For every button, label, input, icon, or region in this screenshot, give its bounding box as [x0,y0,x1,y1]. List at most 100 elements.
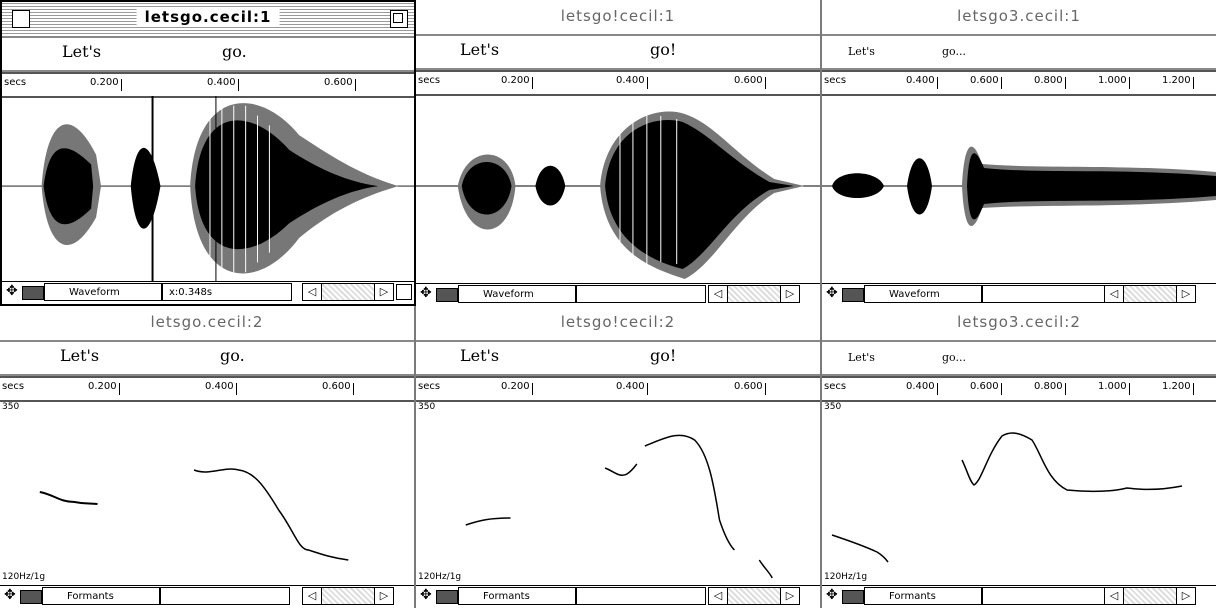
scroll-right-icon[interactable]: ▷ [374,588,393,604]
scroll-right-icon[interactable]: ▷ [1176,286,1195,302]
time-ruler: secs 0.400 0.600 0.800 1.000 1.200 [822,70,1216,96]
time-ruler: secs 0.200 0.400 0.600 [0,376,414,402]
pitch-plot[interactable] [416,400,820,586]
cursor-readout [982,587,1112,605]
ruler-tick: 0.600 [322,381,354,395]
scroll-left-icon[interactable]: ◁ [709,286,728,302]
ruler-unit: secs [2,381,25,392]
hand-tool-icon[interactable]: ✥ [6,283,18,299]
status-bar: ✥ Formants ◁ ▷ [416,585,820,608]
window-letsgo3-1[interactable]: letsgo3.cecil:1 Let's go... secs 0.400 0… [822,0,1216,306]
scroll-left-icon[interactable]: ◁ [1105,286,1124,302]
title-bar[interactable]: letsgo!cecil:1 [416,0,820,36]
y-axis-bottom-label: 120Hz/1g [2,572,46,582]
view-name-field[interactable]: Formants [458,587,576,605]
resize-box-icon[interactable] [396,284,412,300]
scroll-right-icon[interactable]: ▷ [780,286,799,302]
window-letsgo-2[interactable]: letsgo.cecil:2 Let's go. secs 0.200 0.40… [0,306,416,608]
waveform-graphic [2,96,414,282]
window-title: letsgo3.cecil:2 [957,313,1081,331]
time-ruler: secs 0.200 0.400 0.600 [2,72,414,98]
window-letsgo-excl-2[interactable]: letsgo!cecil:2 Let's go! secs 0.200 0.40… [416,306,822,608]
waveform-plot[interactable] [2,96,414,282]
word-label: Let's [848,351,875,364]
pitch-curve-graphic [831,432,1183,563]
hand-tool-icon[interactable]: ✥ [420,285,432,301]
horizontal-scrollbar[interactable]: ◁ ▷ [708,587,800,605]
ruler-tick: 0.600 [734,75,766,89]
view-tool-icon[interactable] [20,590,42,604]
waveform-plot[interactable] [416,94,820,284]
scroll-left-icon[interactable]: ◁ [1105,588,1124,604]
cursor-readout [982,285,1112,303]
hand-tool-icon[interactable]: ✥ [826,285,838,301]
title-bar[interactable]: letsgo.cecil:2 [0,306,414,342]
word-label: Let's [848,45,875,58]
waveform-graphic [822,146,1216,227]
horizontal-scrollbar[interactable]: ◁ ▷ [302,587,394,605]
scroll-right-icon[interactable]: ▷ [374,284,393,300]
horizontal-scrollbar[interactable]: ◁ ▷ [708,285,800,303]
view-name-field[interactable]: Waveform [458,285,576,303]
word-label: go... [942,351,966,364]
horizontal-scrollbar[interactable]: ◁ ▷ [1104,587,1196,605]
pitch-plot[interactable] [822,400,1216,586]
view-tool-icon[interactable] [842,590,864,604]
zoom-box-icon[interactable] [390,10,408,28]
time-ruler: secs 0.200 0.400 0.600 [416,376,820,402]
ruler-unit: secs [824,75,847,86]
ruler-tick: 0.600 [734,381,766,395]
title-bar[interactable]: letsgo.cecil:1 [2,2,414,38]
label-tier: Let's go... [822,340,1216,376]
title-bar[interactable]: letsgo3.cecil:1 [822,0,1216,36]
y-axis-top-label: 350 [418,402,436,412]
hand-tool-icon[interactable]: ✥ [826,587,838,603]
view-name-field[interactable]: Formants [864,587,982,605]
status-bar: ✥ Waveform x:0.348s ◁ ▷ [2,281,414,304]
title-bar[interactable]: letsgo!cecil:2 [416,306,820,342]
view-name-field[interactable]: Waveform [44,283,162,301]
label-tier: Let's go. [0,340,414,376]
window-title: letsgo.cecil:2 [150,313,264,331]
scroll-left-icon[interactable]: ◁ [303,588,322,604]
cursor-readout: x:0.348s [162,283,292,301]
window-letsgo3-2[interactable]: letsgo3.cecil:2 Let's go... secs 0.400 0… [822,306,1216,608]
cursor-readout [160,587,290,605]
horizontal-scrollbar[interactable]: ◁ ▷ [302,283,394,301]
window-letsgo-excl-1[interactable]: letsgo!cecil:1 Let's go! secs 0.200 0.40… [416,0,822,306]
scroll-right-icon[interactable]: ▷ [1176,588,1195,604]
pitch-curve-graphic [39,468,349,561]
scroll-left-icon[interactable]: ◁ [303,284,322,300]
ruler-unit: secs [824,381,847,392]
pitch-plot[interactable] [0,400,414,586]
window-letsgo-1[interactable]: letsgo.cecil:1 Let's go. secs 0.200 0.40… [0,0,416,306]
ruler-tick: 1.200 [1162,381,1194,395]
window-title: letsgo!cecil:2 [560,313,676,331]
cursor-readout [576,587,706,605]
horizontal-scrollbar[interactable]: ◁ ▷ [1104,285,1196,303]
time-ruler: secs 0.200 0.400 0.600 [416,70,820,96]
view-tool-icon[interactable] [22,286,44,300]
ruler-tick: 0.400 [616,381,648,395]
waveform-graphic [416,111,820,279]
view-tool-icon[interactable] [436,590,458,604]
close-box-icon[interactable] [12,10,30,28]
title-bar[interactable]: letsgo3.cecil:2 [822,306,1216,342]
label-tier: Let's go... [822,34,1216,70]
waveform-plot[interactable] [822,94,1216,284]
window-title: letsgo.cecil:1 [136,8,280,26]
view-name-field[interactable]: Formants [42,587,160,605]
ruler-tick: 0.200 [88,381,120,395]
ruler-tick: 0.800 [1034,75,1066,89]
ruler-tick: 0.200 [90,77,122,91]
hand-tool-icon[interactable]: ✥ [420,587,432,603]
scroll-left-icon[interactable]: ◁ [709,588,728,604]
view-tool-icon[interactable] [842,288,864,302]
window-title: letsgo!cecil:1 [560,7,676,25]
scroll-right-icon[interactable]: ▷ [780,588,799,604]
view-tool-icon[interactable] [436,288,458,302]
window-title: letsgo3.cecil:1 [957,7,1081,25]
view-name-field[interactable]: Waveform [864,285,982,303]
hand-tool-icon[interactable]: ✥ [4,587,16,603]
